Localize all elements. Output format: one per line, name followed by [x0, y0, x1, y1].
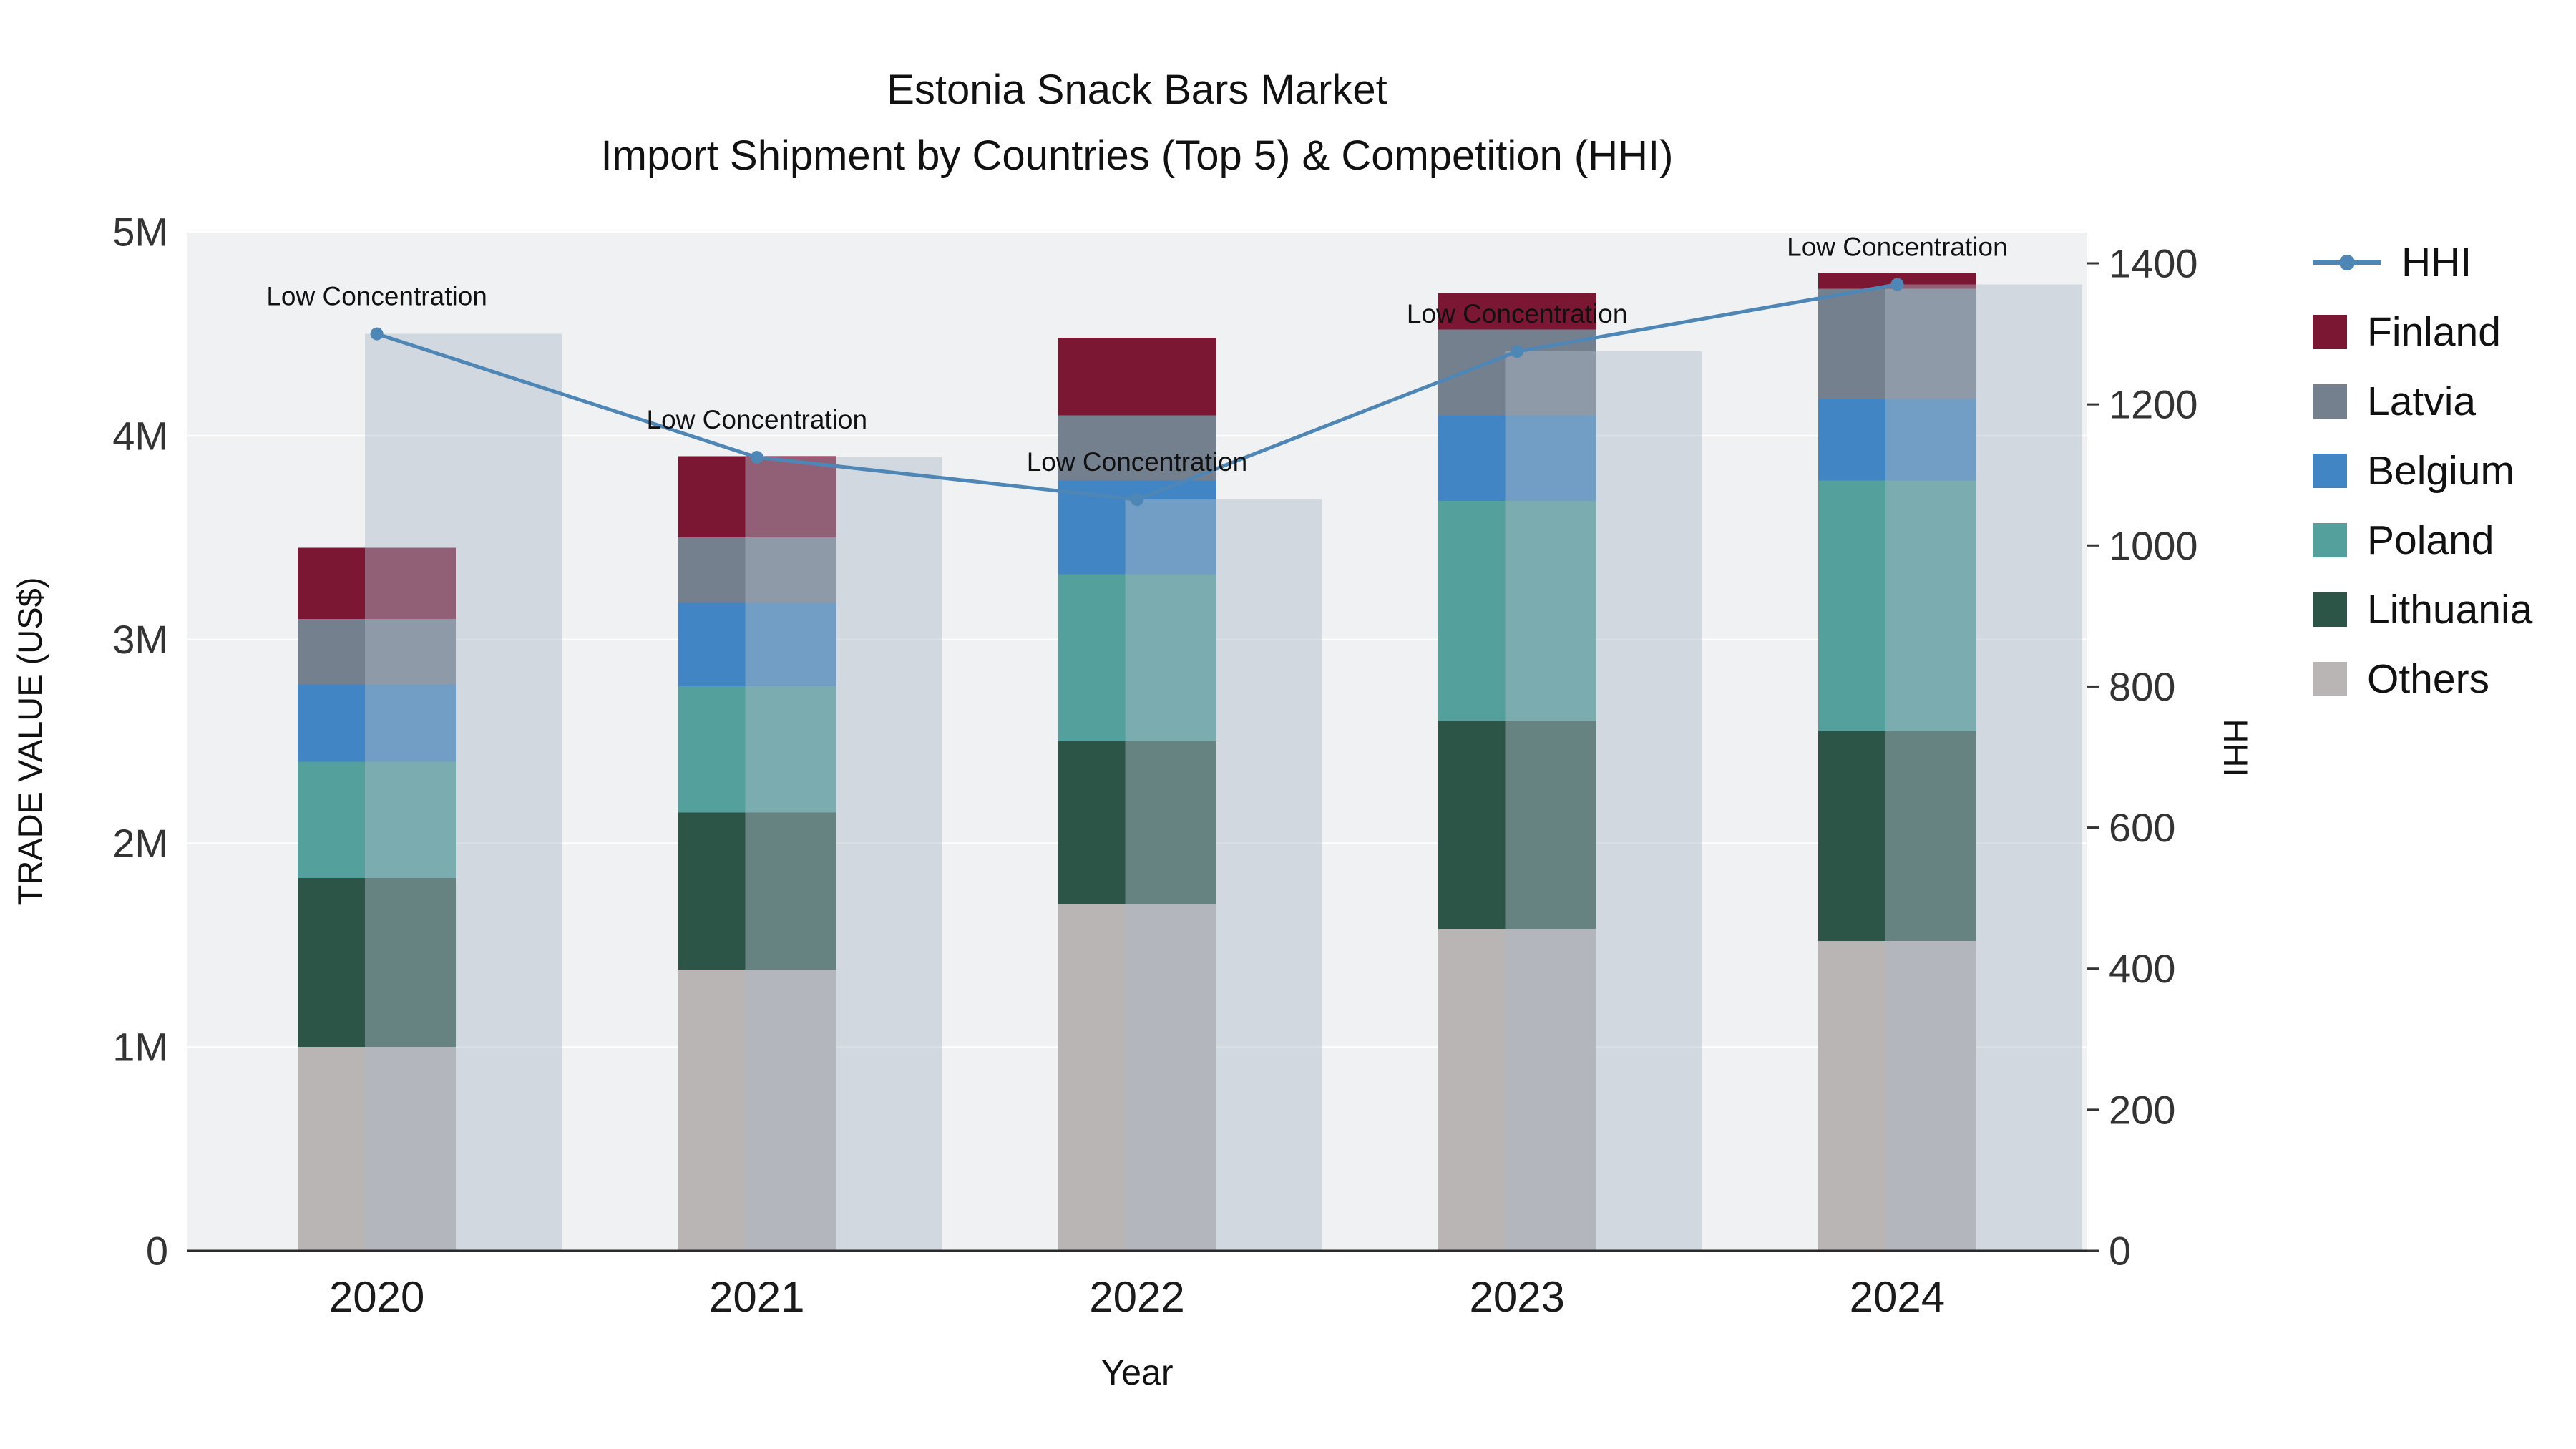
- hhi-bar-2022[interactable]: [1125, 499, 1322, 1251]
- chart-legend: HHI Finland Latvia Belgium Poland Lithuania Ot…: [2313, 228, 2532, 713]
- bar-latvia-2020[interactable]: [298, 619, 457, 685]
- hhi-marker-2023[interactable]: [1511, 345, 1524, 358]
- x-axis-title: Year: [1101, 1352, 1173, 1392]
- legend-item-lithuania[interactable]: Lithuania: [2313, 575, 2532, 644]
- chart-title-block: Estonia Snack Bars Market Import Shipmen…: [187, 57, 2087, 189]
- hhi-bar-2023[interactable]: [1505, 351, 1702, 1251]
- legend-swatch-belgium: [2313, 453, 2347, 488]
- bar-lithuania-2020[interactable]: [298, 877, 457, 1048]
- y-left-tick-4M: 4M: [112, 413, 168, 458]
- y-right-tick-400: 400: [2109, 946, 2175, 991]
- legend-label-poland: Poland: [2367, 517, 2494, 563]
- legend-swatch-finland: [2313, 314, 2347, 349]
- y-right-tick-1400: 1400: [2109, 241, 2198, 286]
- y-left-tick-0: 0: [146, 1229, 168, 1274]
- bar-belgium-2023[interactable]: [1438, 415, 1596, 501]
- chart-title: Estonia Snack Bars Market: [887, 67, 1387, 113]
- legend-item-hhi[interactable]: HHI: [2313, 228, 2532, 297]
- hhi-marker-2021[interactable]: [750, 451, 763, 464]
- bar-lithuania-2023[interactable]: [1438, 721, 1596, 930]
- bar-others-2024[interactable]: [1818, 941, 1976, 1251]
- x-tick-2023: 2023: [1469, 1273, 1564, 1321]
- y-left-tick-2M: 2M: [112, 821, 168, 866]
- annotation-low-concentration-2020: Low Concentration: [266, 282, 487, 311]
- y-left-tick-5M: 5M: [112, 210, 168, 255]
- legend-swatch-poland: [2313, 522, 2347, 557]
- bar-finland-2022[interactable]: [1058, 338, 1216, 416]
- hhi-marker-icon: [2339, 254, 2355, 270]
- hhi-bar-2020[interactable]: [365, 333, 562, 1252]
- y-right-tick-800: 800: [2109, 664, 2175, 709]
- bar-others-2022[interactable]: [1058, 904, 1216, 1251]
- bar-lithuania-2024[interactable]: [1818, 731, 1976, 942]
- legend-item-belgium[interactable]: Belgium: [2313, 436, 2532, 505]
- bar-poland-2022[interactable]: [1058, 574, 1216, 741]
- bar-finland-2023[interactable]: [1438, 293, 1596, 330]
- y-left-tick-3M: 3M: [112, 617, 168, 662]
- x-tick-2021: 2021: [709, 1273, 804, 1321]
- x-tick-2024: 2024: [1850, 1273, 1945, 1321]
- hhi-marker-2020[interactable]: [370, 327, 384, 341]
- y-right-axis-title: HHI: [2217, 719, 2255, 777]
- bar-belgium-2020[interactable]: [298, 684, 457, 762]
- bar-latvia-2021[interactable]: [678, 537, 836, 603]
- hhi-marker-2024[interactable]: [1890, 278, 1904, 291]
- x-tick-2022: 2022: [1089, 1273, 1184, 1321]
- y-left-axis-title: TRADE VALUE (US$): [11, 577, 49, 906]
- bar-others-2021[interactable]: [678, 969, 836, 1251]
- legend-label-belgium: Belgium: [2367, 447, 2514, 494]
- hhi-line-icon: [2313, 254, 2381, 270]
- y-right-tick-0: 0: [2109, 1229, 2131, 1274]
- legend-item-poland[interactable]: Poland: [2313, 505, 2532, 575]
- bar-latvia-2022[interactable]: [1058, 415, 1216, 481]
- bar-others-2020[interactable]: [298, 1047, 457, 1251]
- y-left-tick-1M: 1M: [112, 1025, 168, 1070]
- bar-poland-2024[interactable]: [1818, 480, 1976, 731]
- annotation-low-concentration-2023: Low Concentration: [1407, 299, 1628, 328]
- y-right-tick-600: 600: [2109, 805, 2175, 850]
- legend-swatch-others: [2313, 661, 2347, 696]
- annotation-low-concentration-2022: Low Concentration: [1027, 447, 1248, 477]
- legend-item-finland[interactable]: Finland: [2313, 297, 2532, 366]
- bar-poland-2020[interactable]: [298, 761, 457, 878]
- legend-swatch-lithuania: [2313, 592, 2347, 627]
- legend-label-latvia: Latvia: [2367, 378, 2477, 424]
- bar-poland-2023[interactable]: [1438, 500, 1596, 721]
- chart-subtitle: Import Shipment by Countries (Top 5) & C…: [600, 132, 1674, 179]
- hhi-bar-2024[interactable]: [1885, 284, 2082, 1252]
- bar-lithuania-2022[interactable]: [1058, 741, 1216, 904]
- bar-belgium-2021[interactable]: [678, 602, 836, 687]
- bar-finland-2021[interactable]: [678, 456, 836, 538]
- annotation-low-concentration-2021: Low Concentration: [647, 405, 868, 434]
- legend-item-others[interactable]: Others: [2313, 644, 2532, 713]
- bar-latvia-2024[interactable]: [1818, 288, 1976, 399]
- legend-label-hhi: HHI: [2401, 239, 2472, 286]
- legend-label-finland: Finland: [2367, 308, 2501, 355]
- x-tick-2020: 2020: [329, 1273, 424, 1321]
- bar-lithuania-2021[interactable]: [678, 812, 836, 970]
- y-right-tick-200: 200: [2109, 1087, 2175, 1132]
- legend-label-lithuania: Lithuania: [2367, 586, 2533, 633]
- y-right-tick-1200: 1200: [2109, 382, 2198, 427]
- y-right-tick-1000: 1000: [2109, 523, 2198, 568]
- bar-belgium-2024[interactable]: [1818, 399, 1976, 481]
- bar-poland-2021[interactable]: [678, 686, 836, 813]
- annotation-low-concentration-2024: Low Concentration: [1787, 233, 2008, 262]
- bar-others-2023[interactable]: [1438, 929, 1596, 1251]
- legend-swatch-latvia: [2313, 384, 2347, 419]
- legend-label-others: Others: [2367, 655, 2490, 702]
- hhi-bar-2021[interactable]: [745, 457, 942, 1251]
- hhi-marker-2022[interactable]: [1131, 493, 1143, 507]
- legend-item-latvia[interactable]: Latvia: [2313, 366, 2532, 436]
- bar-finland-2020[interactable]: [298, 547, 457, 620]
